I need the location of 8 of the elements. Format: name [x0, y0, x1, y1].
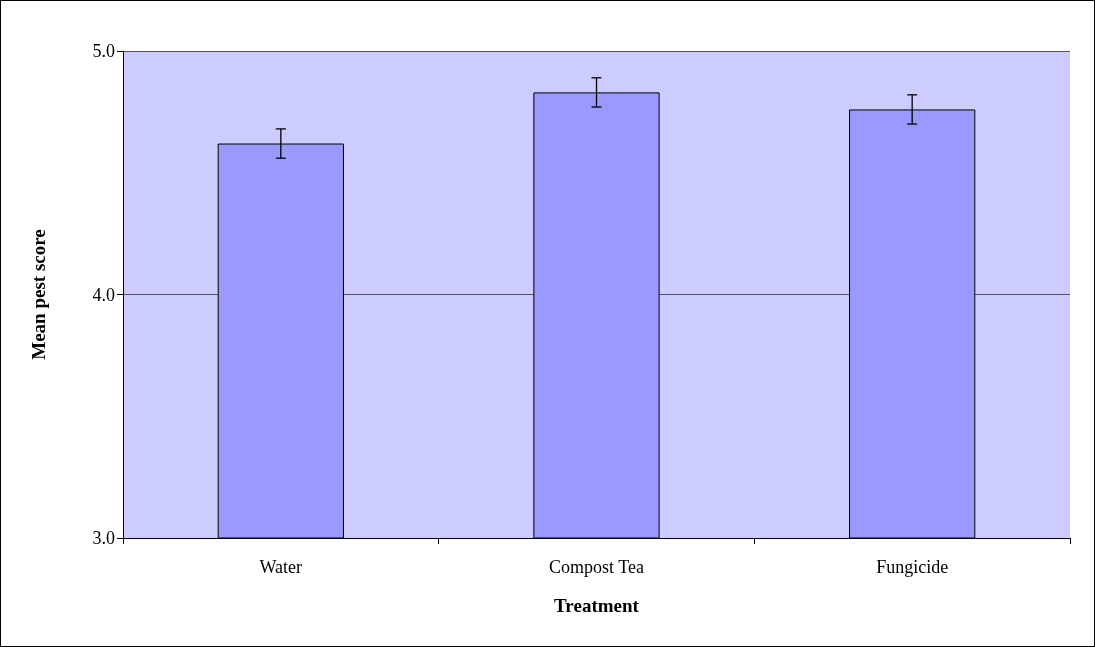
x-tick-label: Fungicide [876, 557, 949, 577]
y-axis-title: Mean pest score [28, 229, 49, 360]
x-tick-label: Water [259, 557, 303, 577]
y-tick-label: 3.0 [92, 528, 115, 548]
y-tick-label: 5.0 [92, 41, 115, 61]
x-tick-label: Compost Tea [549, 557, 644, 577]
x-axis-title: Treatment [554, 595, 640, 616]
y-tick-label: 4.0 [92, 284, 115, 305]
